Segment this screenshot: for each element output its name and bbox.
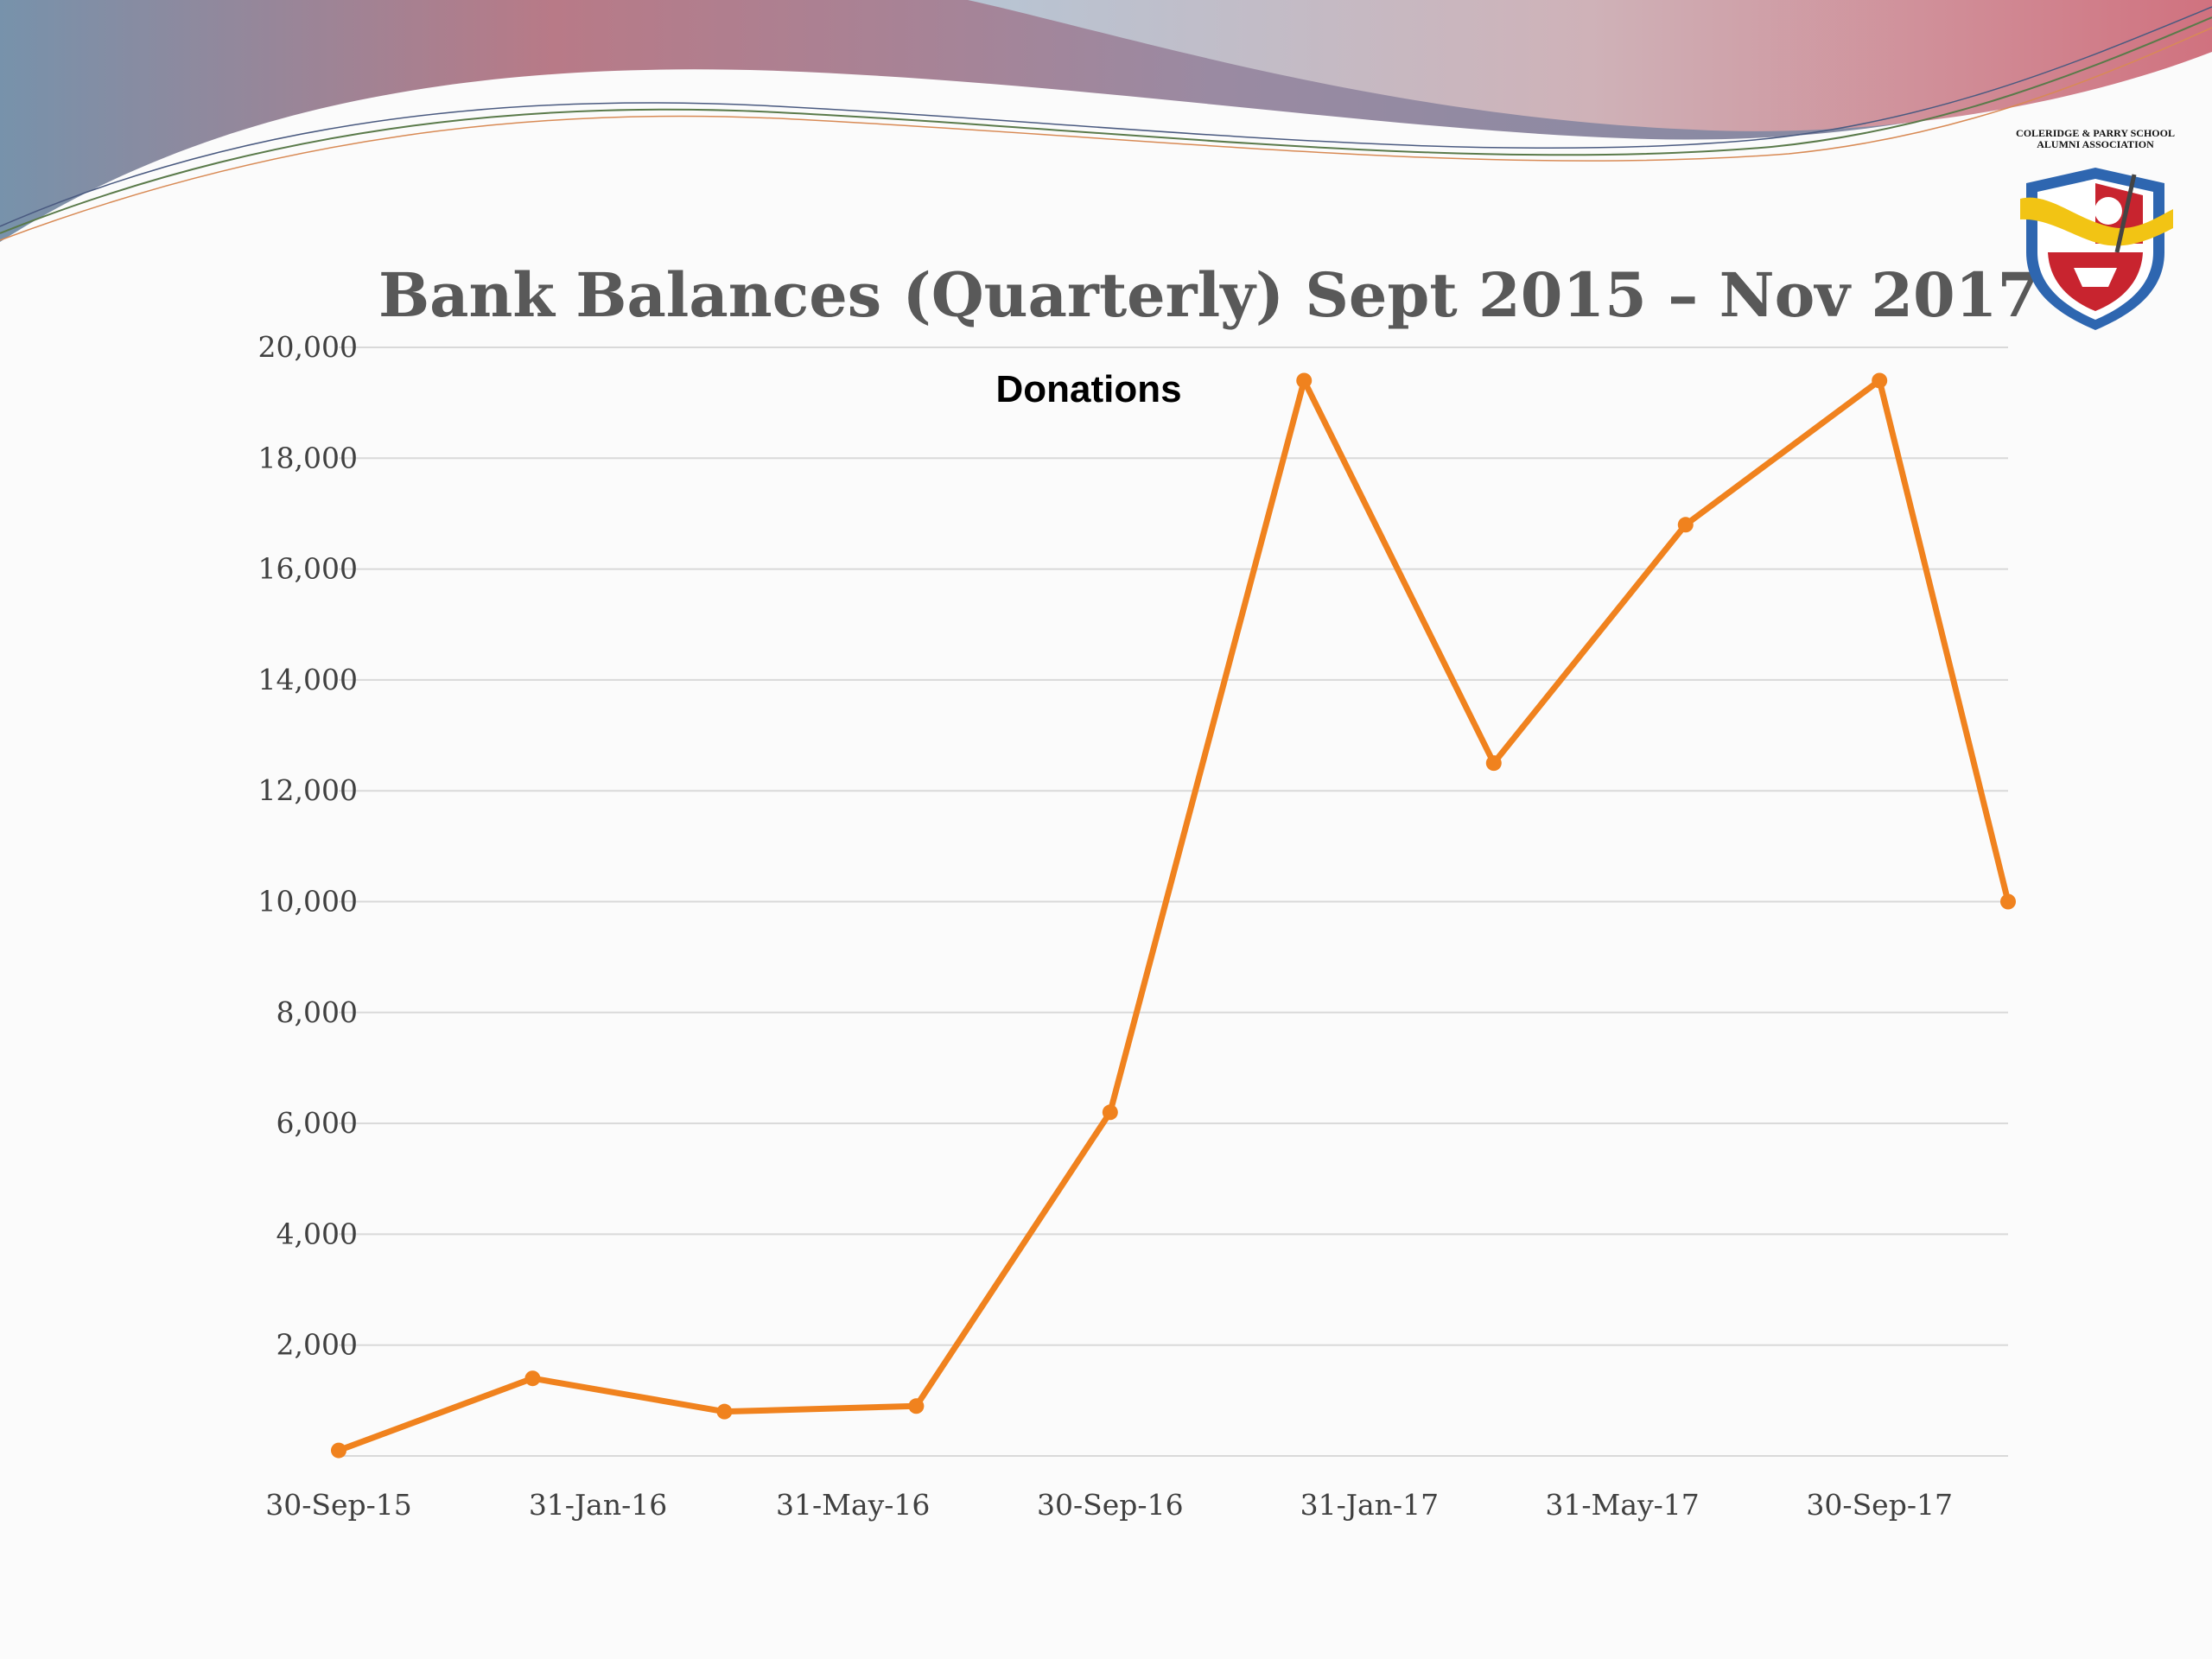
x-tick-label: 30-Sep-15 [265, 1488, 412, 1522]
data-point [1296, 372, 1313, 389]
y-axis-tick-labels: 2,000 4,000 6,000 8,000 10,000 12,000 14,000 16… [258, 330, 358, 1362]
x-tick-label: 31-May-17 [1545, 1488, 1699, 1522]
data-point [1102, 1104, 1118, 1121]
y-tick-label: 8,000 [276, 995, 358, 1029]
school-logo: COLERIDGE & PARRY SCHOOL ALUMNI ASSOCIAT… [2005, 128, 2186, 335]
data-point [1872, 372, 1888, 389]
data-point [1485, 755, 1502, 772]
x-tick-label: 31-May-16 [776, 1488, 930, 1522]
data-point [716, 1403, 733, 1420]
series-donations [331, 372, 2016, 1459]
decorative-wave-banner [0, 0, 2212, 242]
data-point [331, 1442, 346, 1459]
slide-title: Bank Balances (Quarterly) Sept 2015 – No… [378, 259, 2040, 331]
series-line [335, 377, 2012, 1454]
y-tick-label: 4,000 [276, 1217, 358, 1250]
logo-line-1: COLERIDGE & PARRY SCHOOL [2016, 127, 2175, 139]
logo-text: COLERIDGE & PARRY SCHOOL ALUMNI ASSOCIAT… [2005, 128, 2186, 150]
data-point [908, 1398, 925, 1414]
chart-title: Donations [995, 368, 1181, 410]
gridlines [339, 346, 2008, 1457]
logo-line-2: ALUMNI ASSOCIATION [2037, 138, 2154, 150]
x-tick-label: 30-Sep-16 [1037, 1488, 1184, 1522]
y-tick-label: 12,000 [258, 773, 358, 807]
x-tick-label: 30-Sep-17 [1806, 1488, 1953, 1522]
crest-icon [2020, 168, 2173, 330]
y-tick-label: 20,000 [258, 330, 358, 364]
y-tick-label: 14,000 [258, 663, 358, 696]
x-tick-label: 31-Jan-17 [1300, 1488, 1439, 1522]
y-tick-label: 16,000 [258, 552, 358, 586]
x-tick-label: 31-Jan-16 [529, 1488, 667, 1522]
data-point [2000, 893, 2016, 910]
data-point [524, 1370, 541, 1387]
x-axis-tick-labels: 30-Sep-15 31-Jan-16 31-May-16 30-Sep-16 31-J… [265, 1488, 1953, 1522]
y-tick-label: 10,000 [258, 885, 358, 918]
y-tick-label: 2,000 [276, 1328, 358, 1362]
data-point [1677, 517, 1694, 533]
y-tick-label: 18,000 [258, 441, 358, 474]
y-tick-label: 6,000 [276, 1106, 358, 1140]
